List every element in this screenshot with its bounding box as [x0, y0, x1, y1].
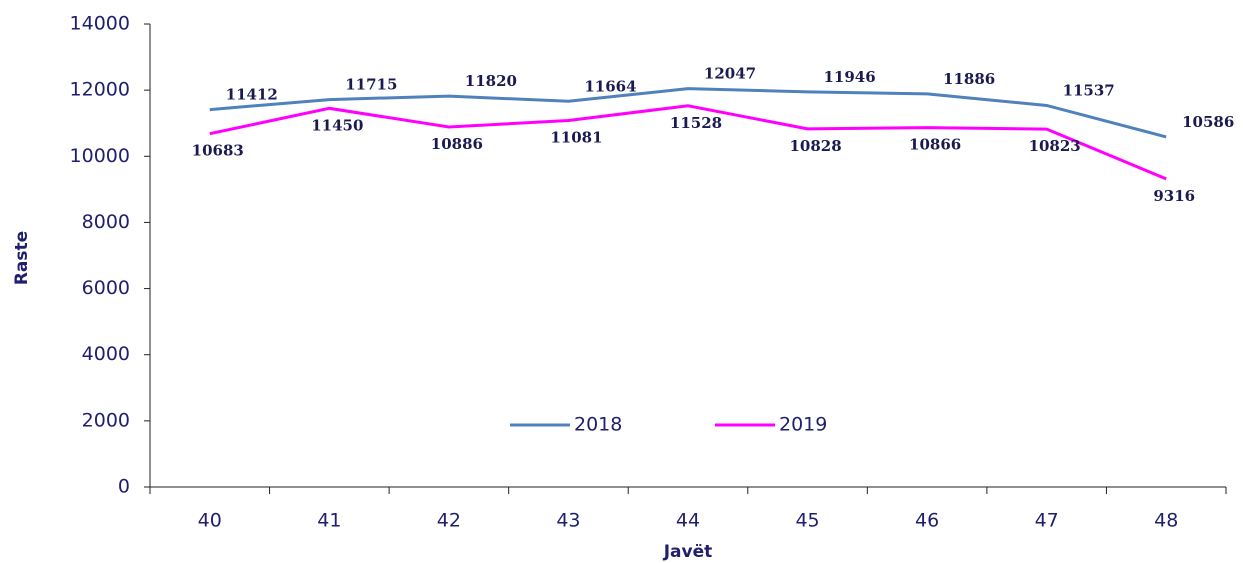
- y-tick-label: 12000: [70, 79, 130, 101]
- x-tick-label: 41: [317, 510, 341, 532]
- data-label: 10866: [909, 136, 961, 154]
- y-tick-label: 2000: [82, 409, 130, 431]
- data-label: 11081: [550, 129, 602, 147]
- y-tick-label: 10000: [70, 145, 130, 167]
- x-tick-label: 46: [915, 510, 939, 532]
- x-tick-label: 48: [1154, 510, 1178, 532]
- x-tick-label: 42: [437, 510, 461, 532]
- data-label: 11537: [1063, 81, 1115, 99]
- data-label: 10886: [431, 135, 483, 153]
- data-label: 11664: [584, 77, 636, 95]
- x-tick-label: 43: [556, 510, 580, 532]
- data-label: 9316: [1153, 187, 1195, 205]
- data-label: 11886: [943, 70, 995, 88]
- data-label: 12047: [704, 65, 756, 83]
- y-tick-label: 14000: [70, 13, 130, 35]
- legend-label: 2019: [779, 414, 827, 436]
- y-tick-label: 0: [118, 476, 130, 498]
- x-tick-label: 44: [676, 510, 700, 532]
- legend-label: 2018: [574, 414, 622, 436]
- data-label: 11715: [345, 76, 397, 94]
- series-line: [209, 104, 1167, 181]
- x-axis-title: Javët: [663, 542, 713, 562]
- data-label: 10828: [789, 137, 841, 155]
- x-tick-label: 47: [1035, 510, 1059, 532]
- data-label: 11946: [823, 68, 875, 86]
- data-label: 11412: [226, 86, 278, 104]
- data-label: 11528: [670, 114, 722, 132]
- y-tick-label: 8000: [82, 211, 130, 233]
- y-axis-title: Raste: [12, 231, 32, 285]
- y-tick-label: 4000: [82, 343, 130, 365]
- data-label: 11450: [311, 116, 363, 134]
- x-tick-label: 40: [198, 510, 222, 532]
- x-tick-label: 45: [795, 510, 819, 532]
- y-tick-label: 6000: [82, 277, 130, 299]
- series-line: [209, 87, 1167, 139]
- data-label: 10586: [1182, 113, 1234, 131]
- data-label: 10823: [1029, 137, 1081, 155]
- data-label: 10683: [192, 142, 244, 160]
- data-label: 11820: [465, 72, 517, 90]
